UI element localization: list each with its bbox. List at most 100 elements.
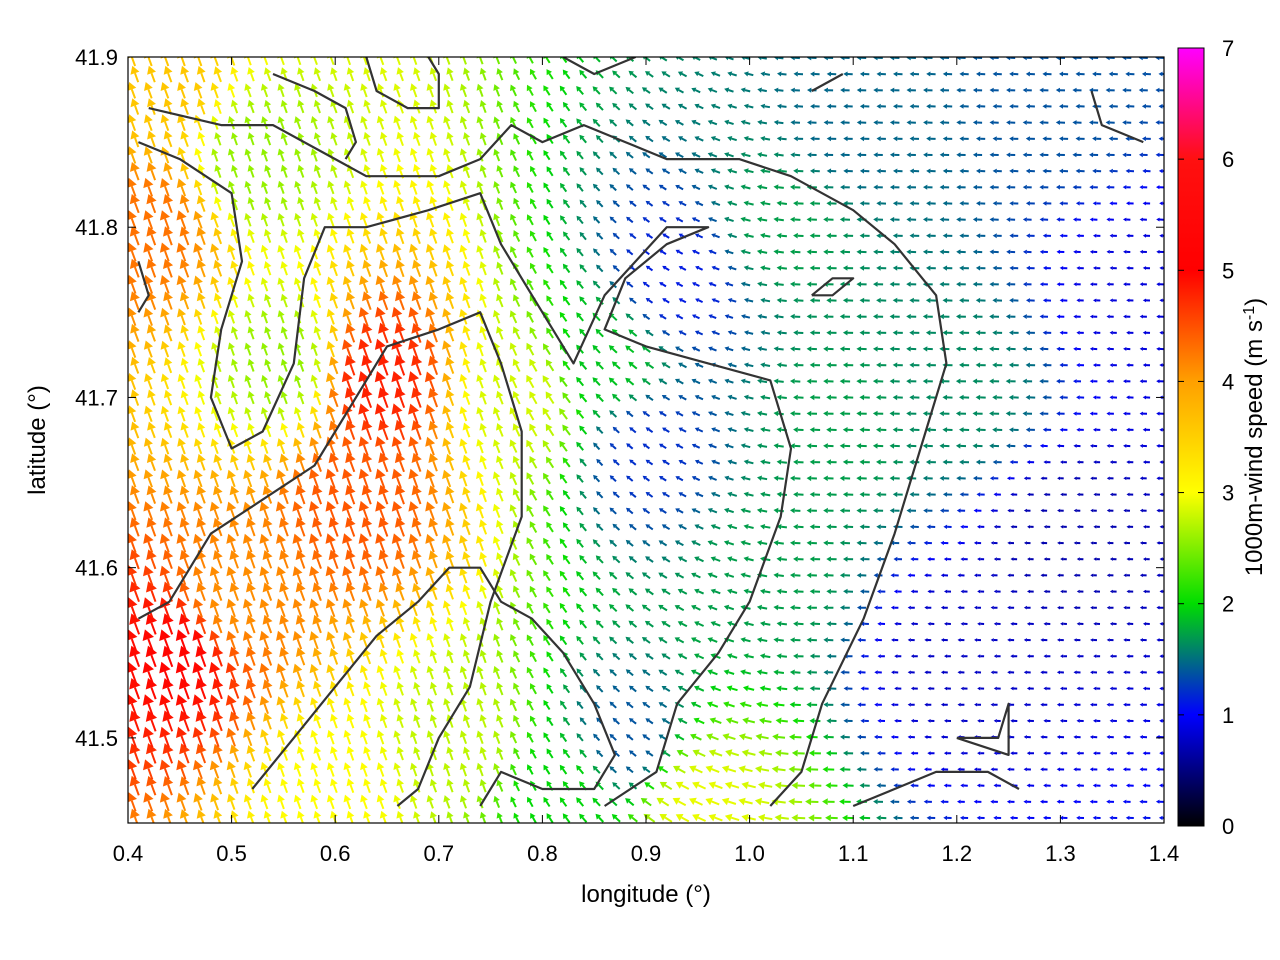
wind-arrow bbox=[694, 556, 704, 563]
wind-arrow bbox=[710, 200, 721, 207]
wind-arrow bbox=[178, 645, 191, 668]
wind-arrow bbox=[442, 600, 451, 616]
wind-arrow bbox=[760, 136, 771, 142]
wind-arrow bbox=[626, 507, 634, 515]
wind-arrow bbox=[210, 438, 219, 455]
wind-arrow bbox=[724, 152, 734, 158]
wind-arrow bbox=[212, 582, 223, 601]
wind-arrow bbox=[924, 767, 932, 772]
wind-arrow bbox=[906, 410, 917, 417]
wind-arrow bbox=[193, 759, 204, 780]
wind-arrow bbox=[526, 504, 535, 517]
wind-arrow bbox=[231, 132, 238, 146]
wind-arrow bbox=[741, 57, 751, 61]
wind-arrow bbox=[609, 701, 617, 709]
wind-arrow bbox=[395, 259, 405, 278]
wind-arrow bbox=[756, 604, 768, 611]
wind-arrow bbox=[310, 57, 318, 66]
wind-arrow bbox=[1139, 735, 1148, 739]
wind-arrow bbox=[1123, 379, 1131, 384]
wind-arrow bbox=[645, 200, 654, 207]
wind-arrow bbox=[1109, 298, 1117, 303]
wind-arrow bbox=[645, 653, 654, 660]
wind-arrow bbox=[146, 162, 157, 181]
wind-arrow bbox=[247, 196, 255, 211]
wind-arrow bbox=[1122, 57, 1132, 61]
wind-arrow bbox=[628, 103, 638, 111]
wind-arrow bbox=[1042, 103, 1052, 109]
wind-arrow bbox=[162, 549, 174, 570]
colorbar-tick-label: 5 bbox=[1222, 258, 1234, 283]
wind-arrow bbox=[277, 342, 285, 356]
wind-arrow bbox=[297, 228, 305, 243]
wind-arrow bbox=[609, 57, 618, 63]
wind-arrow bbox=[546, 683, 554, 694]
wind-arrow bbox=[775, 749, 789, 757]
wind-arrow bbox=[642, 281, 650, 288]
wind-arrow bbox=[363, 196, 371, 211]
wind-arrow bbox=[1006, 476, 1015, 481]
wind-arrow bbox=[989, 120, 999, 125]
wind-arrow bbox=[609, 669, 617, 677]
wind-arrow bbox=[160, 57, 170, 67]
wind-arrow bbox=[264, 326, 272, 340]
wind-arrow bbox=[579, 360, 588, 370]
wind-arrow bbox=[197, 390, 206, 405]
wind-arrow bbox=[596, 264, 604, 273]
wind-arrow bbox=[976, 200, 986, 206]
wind-arrow bbox=[443, 762, 451, 777]
wind-arrow bbox=[992, 136, 1002, 142]
wind-arrow bbox=[645, 459, 654, 466]
wind-arrow bbox=[330, 164, 338, 179]
wind-arrow bbox=[346, 228, 355, 244]
wind-arrow bbox=[1156, 508, 1164, 513]
wind-arrow bbox=[1027, 557, 1034, 561]
wind-arrow bbox=[823, 443, 834, 449]
wind-arrow bbox=[227, 374, 235, 389]
wind-arrow bbox=[939, 152, 950, 158]
wind-arrow bbox=[562, 619, 571, 629]
wind-arrow bbox=[1106, 282, 1114, 287]
wind-arrow bbox=[629, 523, 637, 531]
wind-arrow bbox=[973, 767, 982, 772]
wind-arrow bbox=[343, 664, 352, 681]
wind-arrow bbox=[196, 809, 206, 823]
wind-arrow bbox=[163, 194, 174, 214]
wind-arrow bbox=[743, 685, 755, 692]
wind-arrow bbox=[176, 210, 187, 230]
wind-arrow bbox=[443, 730, 451, 745]
wind-arrow bbox=[612, 523, 621, 531]
wind-arrow bbox=[1025, 103, 1035, 109]
wind-arrow bbox=[496, 714, 504, 728]
wind-arrow bbox=[891, 702, 899, 707]
wind-arrow bbox=[376, 794, 385, 810]
wind-arrow bbox=[1027, 589, 1034, 594]
wind-arrow bbox=[910, 751, 919, 756]
wind-arrow bbox=[396, 746, 404, 761]
wind-arrow bbox=[724, 781, 740, 790]
wind-arrow bbox=[259, 695, 270, 715]
wind-arrow bbox=[611, 814, 621, 823]
wind-arrow bbox=[176, 469, 187, 488]
wind-arrow bbox=[593, 442, 601, 451]
wind-arrow bbox=[890, 573, 899, 578]
wind-arrow bbox=[773, 604, 784, 611]
wind-arrow bbox=[375, 436, 386, 457]
wind-arrow bbox=[362, 227, 372, 244]
wind-arrow bbox=[1108, 136, 1118, 142]
wind-arrow bbox=[596, 749, 604, 758]
wind-arrow bbox=[793, 491, 804, 498]
wind-arrow bbox=[1076, 686, 1084, 691]
wind-arrow bbox=[1089, 152, 1099, 158]
wind-arrow bbox=[773, 152, 784, 158]
wind-arrow bbox=[579, 231, 587, 241]
wind-arrow bbox=[209, 533, 220, 553]
wind-arrow bbox=[213, 259, 223, 277]
wind-arrow bbox=[823, 734, 834, 740]
wind-arrow bbox=[225, 662, 237, 683]
y-tick-label: 41.7 bbox=[75, 385, 118, 410]
wind-arrow bbox=[776, 685, 788, 692]
wind-arrow bbox=[741, 813, 756, 822]
wind-arrow bbox=[843, 200, 854, 206]
wind-arrow bbox=[756, 637, 768, 643]
